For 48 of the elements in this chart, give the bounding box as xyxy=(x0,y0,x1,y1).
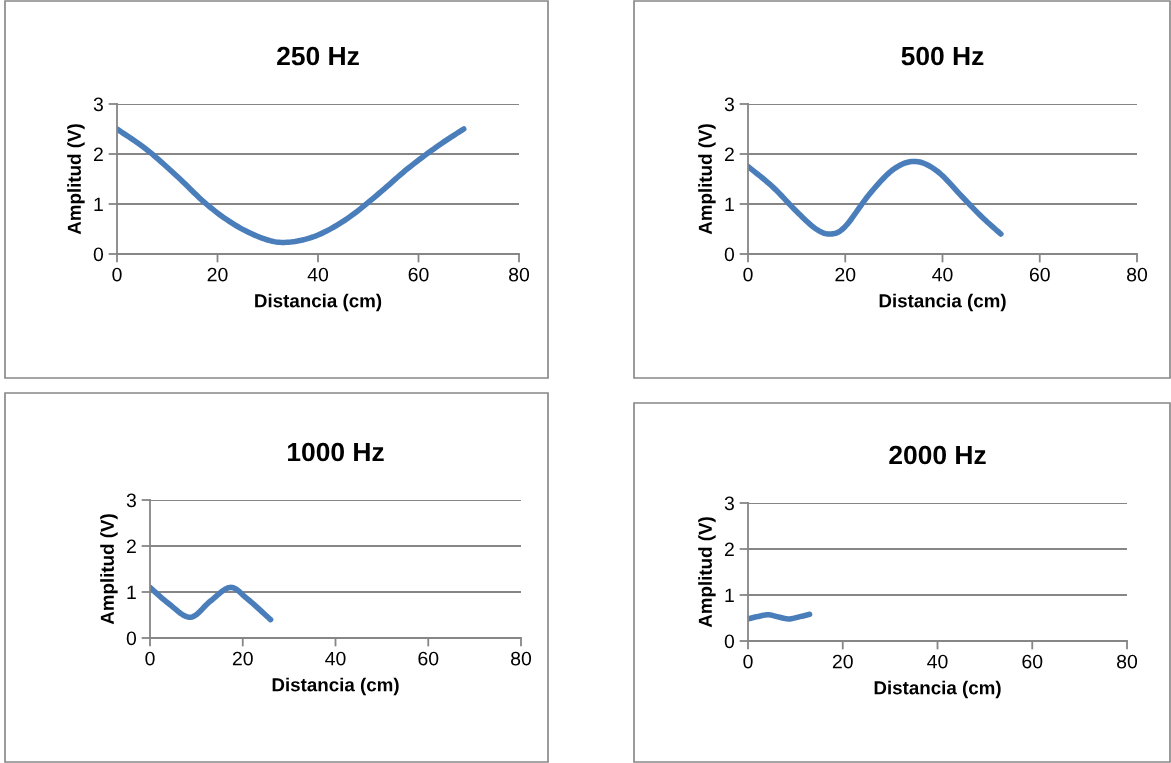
y-tick-label: 2 xyxy=(93,147,103,162)
y-axis-title: Amplitud (V) xyxy=(698,517,716,628)
x-tick-label: 60 xyxy=(1029,267,1050,282)
y-tick-label: 2 xyxy=(126,539,136,554)
x-axis-title: Distancia (cm) xyxy=(255,293,382,312)
x-tick-label: 20 xyxy=(835,267,856,282)
y-tick-label: 3 xyxy=(724,97,734,112)
x-tick-label: 20 xyxy=(232,651,253,666)
x-axis-title: Distancia (cm) xyxy=(879,293,1006,312)
x-tick-label: 60 xyxy=(1022,654,1043,669)
y-tick-label: 2 xyxy=(724,147,734,162)
y-tick-label: 1 xyxy=(725,197,734,212)
chart-title: 250 Hz xyxy=(277,46,359,66)
x-tick-label: 40 xyxy=(325,651,346,666)
x-tick-label: 80 xyxy=(509,267,530,282)
x-axis-title: Distancia (cm) xyxy=(874,680,1001,699)
y-axis-title: Amplitud (V) xyxy=(100,514,118,625)
x-tick-label: 20 xyxy=(832,654,853,669)
x-tick-label: 40 xyxy=(307,267,329,282)
y-tick-label: 1 xyxy=(127,585,136,600)
y-tick-label: 1 xyxy=(725,588,734,603)
y-axis-title: Amplitud (V) xyxy=(67,124,85,235)
y-tick-label: 3 xyxy=(724,496,734,511)
chart-title: 2000 Hz xyxy=(889,445,986,465)
x-tick-label: 80 xyxy=(1127,267,1148,282)
y-tick-label: 3 xyxy=(93,97,103,112)
x-tick-label: 0 xyxy=(743,654,753,669)
x-tick-label: 0 xyxy=(112,267,122,282)
chart-title: 500 Hz xyxy=(901,46,984,66)
x-tick-label: 20 xyxy=(207,267,228,282)
y-tick-label: 3 xyxy=(126,493,136,508)
x-tick-label: 0 xyxy=(743,267,753,282)
y-tick-label: 0 xyxy=(724,634,735,649)
x-tick-label: 80 xyxy=(1117,654,1138,669)
y-tick-label: 2 xyxy=(724,542,734,557)
x-tick-label: 80 xyxy=(511,651,532,666)
x-tick-label: 40 xyxy=(927,654,948,669)
y-tick-label: 1 xyxy=(94,197,103,212)
x-tick-label: 40 xyxy=(932,267,953,282)
y-axis-title: Amplitud (V) xyxy=(698,124,716,235)
x-axis-title: Distancia (cm) xyxy=(272,677,399,696)
x-tick-label: 0 xyxy=(145,651,155,666)
y-tick-label: 0 xyxy=(93,247,104,262)
chart-title: 1000 Hz xyxy=(288,442,384,462)
x-tick-label: 60 xyxy=(408,267,429,282)
x-tick-label: 60 xyxy=(418,651,439,666)
y-tick-label: 0 xyxy=(126,631,137,646)
y-tick-label: 0 xyxy=(724,247,735,262)
